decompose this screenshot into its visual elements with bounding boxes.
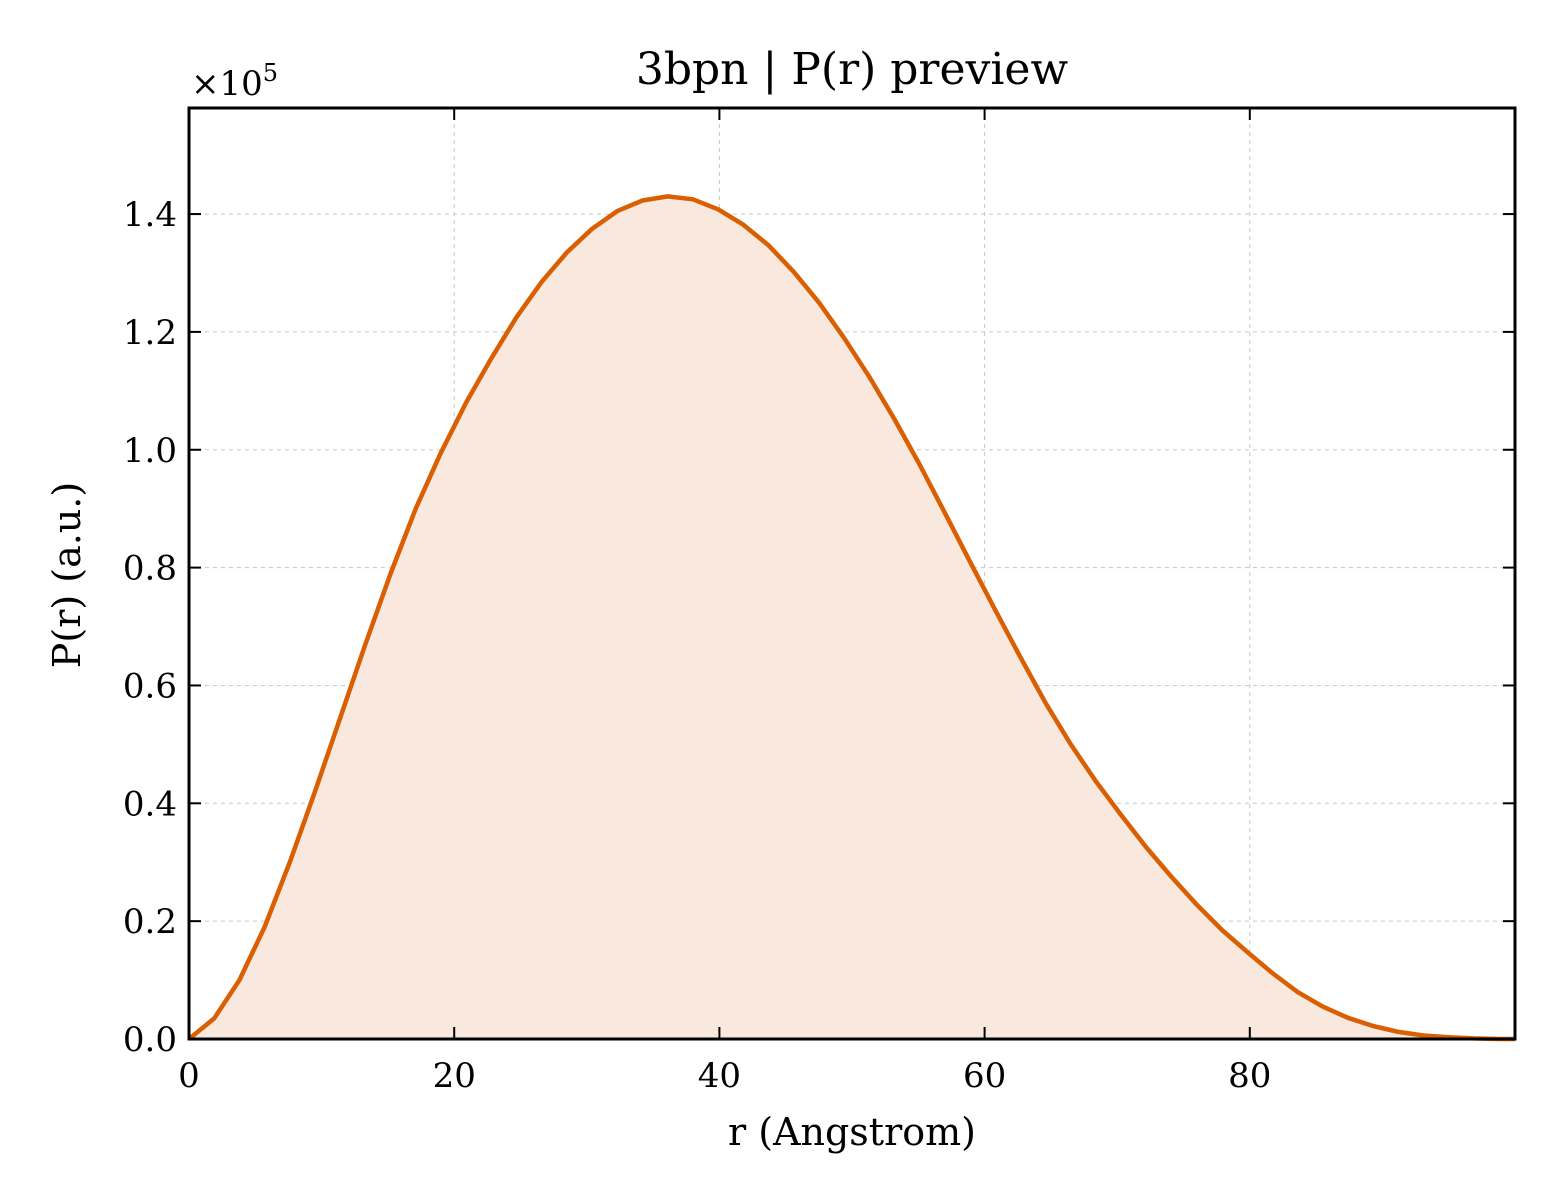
- x-axis-label: r (Angstrom): [728, 1110, 976, 1154]
- y-axis-label: P(r) (a.u.): [45, 482, 89, 668]
- series-line: [187, 194, 1515, 1042]
- x-tick-label: 60: [963, 1056, 1006, 1096]
- chart-title: 3bpn | P(r) preview: [636, 44, 1069, 95]
- y-tick-label: 0.2: [123, 902, 177, 942]
- y-tick-label: 0.8: [123, 549, 177, 589]
- y-tick-label: 0.0: [123, 1020, 177, 1060]
- y-tick-label: 1.0: [123, 431, 177, 471]
- ticks: 0 20 40 60 80 0.0 0.2 0.4 0.6 0.8 1.0 1.2 1.4: [123, 108, 1515, 1096]
- y-multiplier: ×105: [191, 59, 278, 104]
- y-tick-label: 0.4: [123, 784, 177, 824]
- y-tick-label: 1.2: [123, 313, 177, 353]
- x-tick-label: 80: [1228, 1056, 1271, 1096]
- y-multiplier-base: ×10: [191, 64, 263, 104]
- y-tick-label: 1.4: [123, 195, 177, 235]
- x-tick-label: 40: [698, 1056, 741, 1096]
- series-area-fill: [189, 196, 1515, 1039]
- x-tick-label: 0: [178, 1056, 200, 1096]
- x-tick-label: 20: [433, 1056, 476, 1096]
- y-multiplier-exponent: 5: [263, 59, 278, 87]
- plot-frame: [187, 106, 1517, 1041]
- y-tick-label: 0.6: [123, 666, 177, 706]
